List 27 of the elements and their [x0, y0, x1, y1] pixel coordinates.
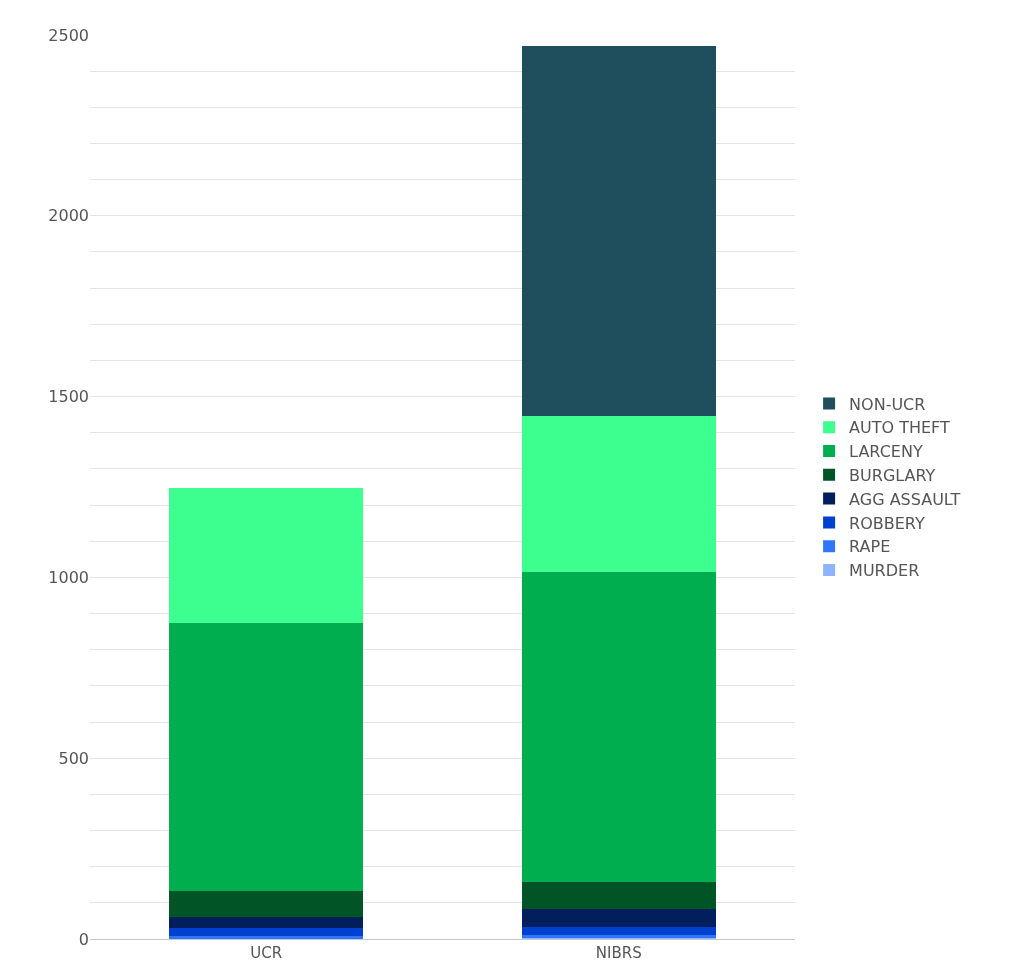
bar	[169, 890, 364, 918]
y-tick-label: 2500	[48, 25, 89, 45]
legend-label: MURDER	[849, 561, 920, 581]
bar	[169, 488, 364, 623]
bar	[169, 917, 364, 929]
legend-label: NON-UCR	[849, 394, 926, 414]
y-tick-label: 2000	[48, 206, 89, 226]
y-tick-label: 1500	[48, 387, 89, 407]
legend-label: ROBBERY	[849, 513, 925, 533]
bar	[521, 908, 716, 928]
bar	[521, 881, 716, 909]
x-tick-label: NIBRS	[595, 944, 642, 962]
bar	[521, 415, 716, 573]
bar	[521, 46, 716, 416]
bar	[169, 928, 364, 937]
x-tick-label: UCR	[250, 944, 283, 962]
legend-label: RAPE	[849, 537, 891, 557]
y-tick-label: 0	[78, 929, 89, 949]
y-tick-label: 500	[58, 748, 89, 768]
legend-label: LARCENY	[849, 442, 923, 462]
legend-label: AUTO THEFT	[849, 418, 951, 438]
legend-label: BURGLARY	[849, 466, 936, 486]
legend-label: AGG ASSAULT	[849, 489, 961, 509]
bar	[521, 572, 716, 882]
bar	[521, 927, 716, 936]
bar	[169, 622, 364, 891]
y-tick-label: 1000	[48, 568, 89, 587]
